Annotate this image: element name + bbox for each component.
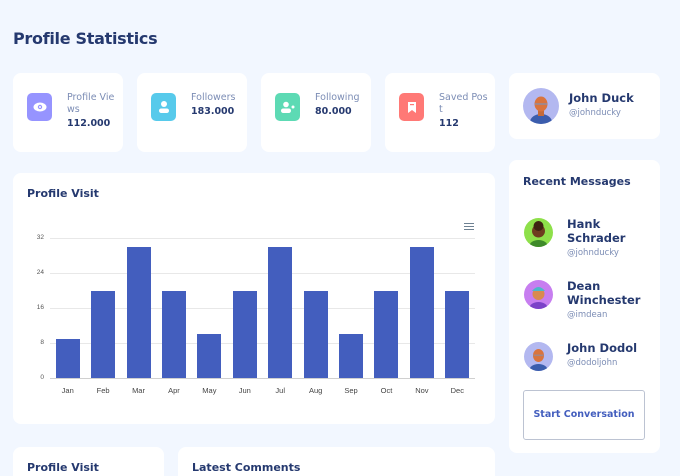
gridline: [50, 378, 475, 379]
bar-jul[interactable]: [268, 246, 293, 378]
bar-jun[interactable]: [232, 290, 257, 378]
message-sender-handle: @johnducky: [567, 248, 619, 258]
x-axis-tick: Sep: [344, 386, 358, 395]
message-sender-handle: @imdean: [567, 310, 608, 320]
profile-visit-small-card: Profile Visit: [13, 447, 164, 476]
stat-value: 80.000: [315, 106, 352, 117]
bar-aug[interactable]: [303, 290, 328, 378]
user-plus-icon: [275, 93, 300, 121]
stat-value: 112: [439, 118, 459, 129]
bar-sep[interactable]: [339, 334, 364, 378]
message-item[interactable]: Hank Schrader @johnducky: [523, 217, 648, 267]
stat-value: 112.000: [67, 118, 111, 129]
avatar: [523, 88, 559, 124]
bar-feb[interactable]: [91, 290, 116, 378]
avatar: [524, 280, 553, 309]
bar-oct[interactable]: [374, 290, 399, 378]
x-axis-tick: Feb: [96, 386, 110, 395]
hamburger-menu-icon[interactable]: [464, 223, 474, 230]
bar-apr[interactable]: [161, 290, 186, 378]
card-title: Latest Comments: [192, 461, 301, 474]
stat-card-saved-post: Saved Post 112: [385, 73, 495, 152]
user-icon: [151, 93, 176, 121]
recent-messages-title: Recent Messages: [523, 175, 631, 188]
profile-handle: @johnducky: [569, 108, 621, 118]
card-title: Profile Visit: [27, 461, 99, 474]
y-axis-tick: 0: [40, 374, 44, 381]
profile-name: John Duck: [569, 91, 634, 105]
x-axis-tick: Apr: [168, 386, 180, 395]
bar-nov[interactable]: [409, 246, 434, 378]
x-axis-tick: Oct: [380, 386, 393, 395]
stat-value: 183.000: [191, 106, 235, 117]
stat-card-profile-views: Profile Views 112.000: [13, 73, 123, 152]
stat-card-following: Following 80.000: [261, 73, 371, 152]
stat-card-followers: Followers 183.000: [137, 73, 247, 152]
message-sender-handle: @dodoljohn: [567, 358, 618, 368]
eye-icon: [27, 93, 52, 121]
y-axis-tick: 24: [36, 269, 44, 276]
stat-label: Saved Post: [439, 92, 488, 115]
profile-visit-chart-card: Profile Visit 0 8 16 24 32 Jan Feb Mar Apr May Jun…: [13, 173, 495, 424]
x-axis-tick: Mar: [132, 386, 145, 395]
start-conversation-button[interactable]: Start Conversation: [523, 390, 645, 440]
gridline: [50, 273, 475, 274]
bar-jan[interactable]: [55, 338, 80, 378]
bar-mar[interactable]: [126, 246, 151, 378]
message-sender-name: John Dodol: [567, 341, 638, 355]
x-axis-tick: Nov: [415, 386, 429, 395]
message-sender-name: Dean Winchester: [567, 279, 641, 307]
avatar: [524, 218, 553, 247]
x-axis-tick: Jul: [275, 386, 285, 395]
recent-messages-card: Recent Messages Hank Schrader @johnducky…: [509, 160, 660, 453]
latest-comments-card: Latest Comments: [178, 447, 495, 476]
x-axis-tick: Dec: [450, 386, 464, 395]
bookmark-icon: [399, 93, 424, 121]
bar-dec[interactable]: [445, 290, 470, 378]
gridline: [50, 343, 475, 344]
y-axis-tick: 8: [40, 339, 44, 346]
message-sender-name: Hank Schrader: [567, 217, 626, 245]
stat-label: Profile Views: [67, 92, 115, 115]
y-axis-tick: 16: [36, 304, 44, 311]
x-axis-tick: Jun: [238, 386, 251, 395]
y-axis-tick: 32: [36, 234, 44, 241]
page-title: Profile Statistics: [13, 29, 158, 48]
profile-card[interactable]: John Duck @johnducky: [509, 73, 660, 139]
bar-chart: 0 8 16 24 32 Jan Feb Mar Apr May Jun Jul Aug Sep Oct No…: [13, 173, 495, 424]
x-axis-tick: Jan: [61, 386, 74, 395]
message-item[interactable]: Dean Winchester @imdean: [523, 279, 648, 329]
stat-label: Following: [315, 92, 360, 103]
gridline: [50, 238, 475, 239]
bar-may[interactable]: [197, 334, 222, 378]
gridline: [50, 308, 475, 309]
stat-label: Followers: [191, 92, 236, 103]
message-item[interactable]: John Dodol @dodoljohn: [523, 341, 648, 377]
chart-title: Profile Visit: [27, 187, 99, 200]
x-axis-tick: May: [202, 386, 217, 395]
avatar: [524, 342, 553, 371]
x-axis-tick: Aug: [308, 386, 323, 395]
